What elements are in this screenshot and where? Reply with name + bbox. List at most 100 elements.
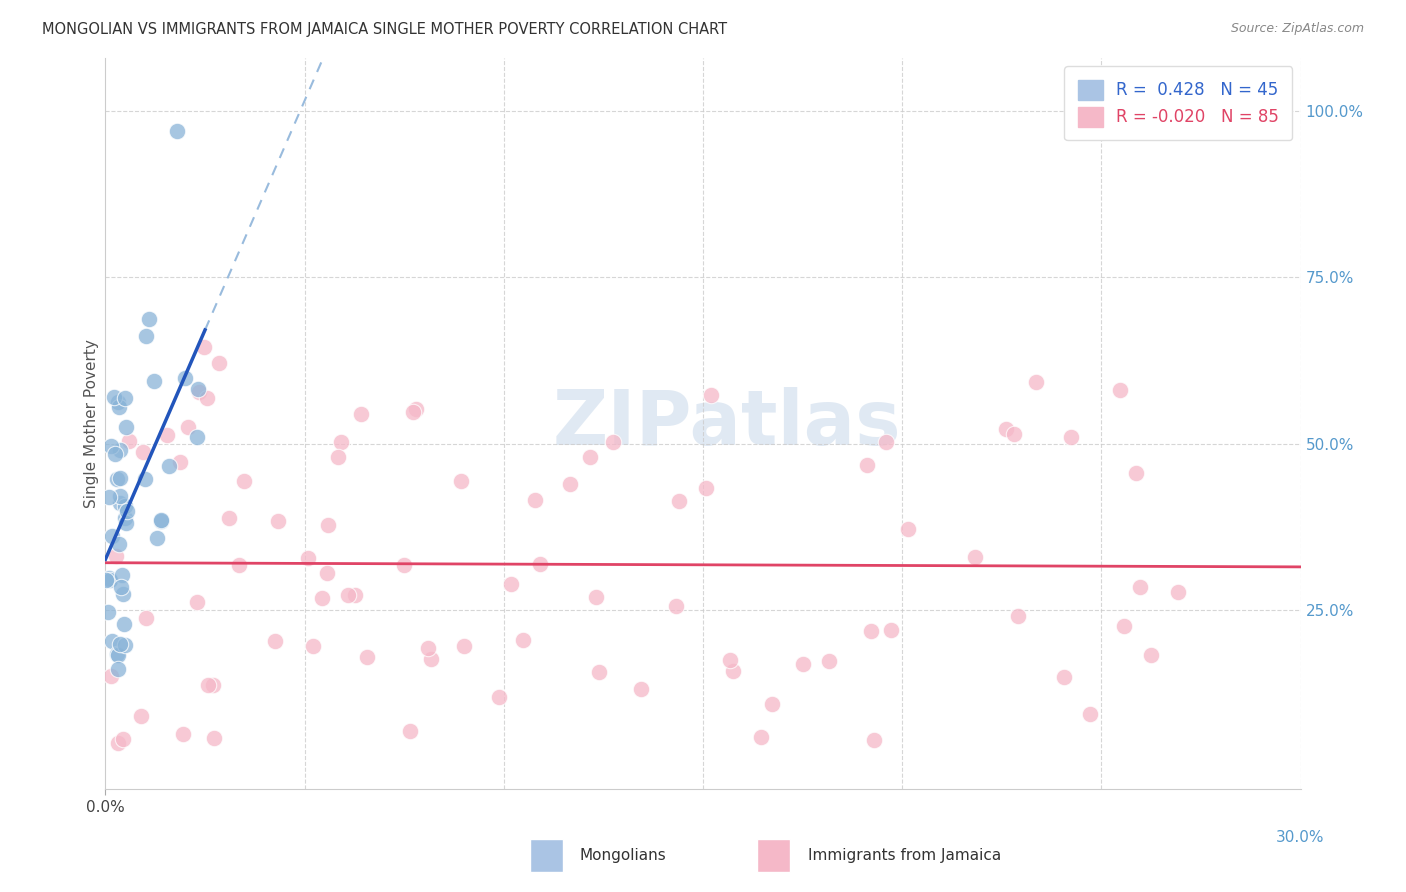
Text: MONGOLIAN VS IMMIGRANTS FROM JAMAICA SINGLE MOTHER POVERTY CORRELATION CHART: MONGOLIAN VS IMMIGRANTS FROM JAMAICA SIN… xyxy=(42,22,727,37)
Point xyxy=(97,605,120,619)
Point xyxy=(602,434,624,449)
Point xyxy=(110,496,132,510)
Point xyxy=(134,472,156,486)
Point xyxy=(401,404,423,418)
Point xyxy=(108,637,131,651)
Point xyxy=(114,511,136,525)
Point xyxy=(501,576,523,591)
Point xyxy=(897,523,920,537)
Point xyxy=(668,494,690,508)
Text: Mongolians: Mongolians xyxy=(579,847,666,863)
FancyBboxPatch shape xyxy=(530,838,564,871)
Point xyxy=(100,669,122,683)
Point xyxy=(186,430,208,444)
Point xyxy=(1078,707,1101,722)
Point xyxy=(143,374,166,388)
Point xyxy=(329,434,352,449)
Point xyxy=(107,394,129,409)
Point xyxy=(107,648,129,662)
Text: Source: ZipAtlas.com: Source: ZipAtlas.com xyxy=(1230,22,1364,36)
Point xyxy=(529,558,551,572)
Point xyxy=(336,588,359,602)
Point xyxy=(105,647,128,661)
Point xyxy=(856,458,879,473)
Y-axis label: Single Mother Poverty: Single Mother Poverty xyxy=(83,339,98,508)
Point xyxy=(316,566,339,581)
Point xyxy=(110,567,132,582)
Point xyxy=(104,549,127,563)
FancyBboxPatch shape xyxy=(756,838,790,871)
Point xyxy=(107,401,129,415)
Point xyxy=(177,420,200,434)
Point xyxy=(100,634,122,648)
Point xyxy=(1167,585,1189,599)
Point xyxy=(150,513,173,527)
Point xyxy=(156,427,179,442)
Point xyxy=(202,731,225,745)
Point xyxy=(105,472,128,486)
Point xyxy=(453,639,475,653)
Point xyxy=(115,516,138,530)
Point xyxy=(751,730,773,744)
Point xyxy=(416,640,439,655)
Point xyxy=(195,391,218,405)
Point xyxy=(450,474,472,488)
Point xyxy=(101,529,124,543)
Point xyxy=(588,665,610,679)
Point xyxy=(110,442,132,457)
Point xyxy=(863,732,886,747)
Point xyxy=(118,434,141,448)
Point xyxy=(792,657,814,671)
Point xyxy=(117,503,139,517)
Text: ZIPatlas: ZIPatlas xyxy=(553,387,901,460)
Point xyxy=(302,639,325,653)
Point xyxy=(579,450,602,464)
Point xyxy=(356,650,378,665)
Point xyxy=(233,474,256,488)
Point xyxy=(420,651,443,665)
Point xyxy=(114,499,136,513)
Point xyxy=(875,435,897,450)
Point xyxy=(1125,466,1147,480)
Point xyxy=(718,653,741,667)
Point xyxy=(585,590,607,604)
Point xyxy=(721,664,744,678)
Point xyxy=(103,390,125,404)
Point xyxy=(297,551,319,566)
Point xyxy=(859,624,882,639)
Point xyxy=(695,481,717,495)
Point xyxy=(97,490,120,504)
Point xyxy=(187,383,209,397)
Point xyxy=(114,391,136,405)
Point xyxy=(197,677,219,691)
Point xyxy=(169,455,191,469)
Point xyxy=(100,439,122,453)
Point xyxy=(129,708,152,723)
Point xyxy=(108,489,131,503)
Point xyxy=(111,732,134,747)
Point xyxy=(146,531,169,545)
Point xyxy=(1002,427,1025,442)
Point xyxy=(193,340,215,354)
Point xyxy=(1007,608,1029,623)
Point xyxy=(166,124,188,138)
Point xyxy=(228,558,250,572)
Point xyxy=(350,407,373,421)
Point xyxy=(208,356,231,370)
Point xyxy=(326,450,349,464)
Point xyxy=(880,623,903,637)
Text: 30.0%: 30.0% xyxy=(1277,830,1324,845)
Point xyxy=(132,444,155,458)
Point xyxy=(264,633,287,648)
Point xyxy=(630,682,652,697)
Point xyxy=(488,690,510,705)
Point xyxy=(1059,430,1081,444)
Point xyxy=(560,476,582,491)
Point xyxy=(107,662,129,676)
Point xyxy=(761,697,783,711)
Point xyxy=(172,727,194,741)
Point xyxy=(111,587,134,601)
Point xyxy=(394,558,416,572)
Legend: R =  0.428   N = 45, R = -0.020   N = 85: R = 0.428 N = 45, R = -0.020 N = 85 xyxy=(1064,66,1292,140)
Point xyxy=(108,537,131,551)
